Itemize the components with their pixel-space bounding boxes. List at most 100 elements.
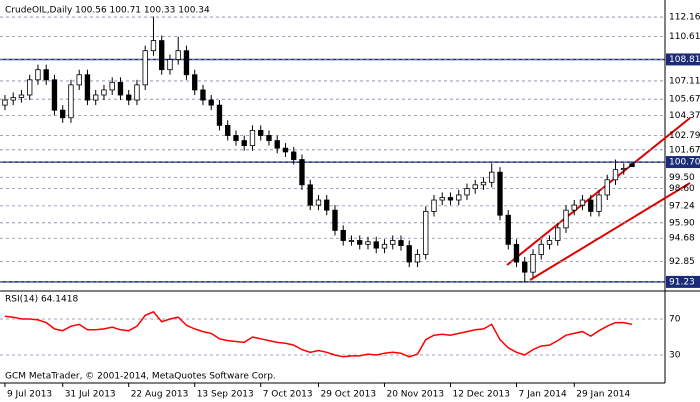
- candle-body: [439, 197, 445, 201]
- candle-body: [282, 147, 289, 153]
- candle-body: [464, 188, 470, 196]
- x-tick-label: 22 Aug 2013: [131, 390, 189, 400]
- candle-body: [216, 104, 223, 126]
- chart-title: CrudeOIL,Daily 100.56 100.71 100.33 100.…: [5, 6, 210, 16]
- candle-body: [258, 130, 264, 136]
- x-tick-label: 29 Jan 2014: [576, 390, 630, 400]
- y-tick-label: 110.61: [669, 32, 700, 42]
- y-tick-label: 101.67: [669, 145, 700, 155]
- candle-body: [456, 194, 462, 201]
- candle-body: [60, 109, 66, 119]
- candle-body: [43, 69, 49, 81]
- candle-body: [150, 40, 157, 52]
- indicator-title: RSI(14) 64.1418: [5, 295, 78, 305]
- y-tick-label: 107.11: [669, 76, 700, 86]
- candle-body: [588, 199, 594, 212]
- candle-body: [208, 99, 214, 106]
- candle-body: [109, 81, 115, 91]
- candle-body: [398, 240, 404, 246]
- y-tick-label: 30: [669, 351, 681, 361]
- y-tick-highlight: [666, 53, 700, 66]
- candle-body: [340, 229, 346, 241]
- candle-body: [381, 243, 388, 249]
- x-tick-label: 7 Jan 2014: [518, 390, 566, 400]
- candle-body: [18, 94, 25, 98]
- candle-body: [332, 209, 338, 231]
- candle-body: [348, 240, 355, 242]
- x-tick-label: 13 Sep 2013: [197, 390, 254, 400]
- candle-body: [406, 245, 412, 263]
- candle-body: [126, 94, 132, 101]
- candle-body: [621, 167, 627, 171]
- candle-body: [505, 214, 511, 245]
- candle-body: [596, 194, 602, 212]
- candle-body: [76, 74, 82, 86]
- candle-body: [489, 171, 495, 183]
- candle-body: [373, 241, 379, 249]
- candle-body: [612, 169, 619, 181]
- y-tick-label: 108.81: [669, 55, 700, 65]
- candle-body: [200, 89, 206, 101]
- channel-line: [529, 182, 691, 281]
- candle-body: [324, 199, 330, 211]
- y-tick-highlight: [666, 156, 700, 169]
- x-tick-label: 20 Nov 2013: [386, 390, 444, 400]
- candle-body: [555, 227, 561, 241]
- candle-body: [299, 159, 305, 186]
- candle-body: [307, 184, 313, 206]
- y-tick-label: 92.85: [669, 257, 695, 267]
- candle-body: [101, 89, 107, 96]
- y-tick-label: 100.70: [669, 158, 700, 168]
- y-tick-label: 70: [669, 315, 681, 325]
- candle-body: [497, 171, 503, 216]
- candle-body: [167, 59, 173, 71]
- candle-body: [249, 130, 256, 147]
- y-tick-label: 91.23: [669, 277, 695, 287]
- candle-body: [175, 50, 181, 60]
- candle-body: [447, 197, 454, 201]
- y-tick-label: 94.68: [669, 234, 695, 244]
- candle-body: [27, 79, 33, 96]
- y-tick-label: 105.67: [669, 95, 700, 105]
- candle-body: [225, 124, 231, 136]
- candle-body: [530, 254, 536, 273]
- candle-body: [10, 97, 16, 101]
- candle-body: [365, 241, 371, 245]
- candle-body: [431, 199, 437, 212]
- candle-body: [51, 79, 58, 111]
- candle-body: [513, 243, 520, 263]
- candle-body: [134, 84, 140, 101]
- candle-body: [579, 199, 586, 206]
- y-tick-label: 99.50: [669, 173, 695, 183]
- x-tick-label: 31 Jul 2013: [65, 390, 116, 400]
- y-tick-label: 102.79: [669, 131, 700, 141]
- candle-body: [117, 81, 124, 96]
- y-tick-label: 112.16: [669, 13, 700, 23]
- candle-body: [522, 261, 528, 273]
- candle-body: [183, 50, 190, 76]
- x-tick-label: 29 Oct 2013: [320, 390, 376, 400]
- y-tick-highlight: [666, 275, 700, 288]
- y-tick-label: 95.90: [669, 218, 695, 228]
- candle-body: [192, 74, 198, 91]
- candle-body: [291, 151, 297, 160]
- candle-body: [357, 240, 363, 245]
- y-tick-label: 104.37: [669, 111, 700, 121]
- x-tick-label: 9 Jul 2013: [7, 390, 52, 400]
- candle-body: [93, 94, 99, 101]
- candle-body: [571, 204, 577, 211]
- candle-body: [266, 135, 272, 141]
- footer: GCM MetaTrader, © 2001-2014, MetaQuotes …: [5, 372, 276, 382]
- candle-body: [414, 254, 421, 263]
- candle-body: [604, 179, 610, 196]
- candle-body: [315, 199, 322, 206]
- candle-body: [423, 211, 429, 255]
- rsi-line: [4, 310, 633, 358]
- x-tick-label: 7 Oct 2013: [263, 390, 313, 400]
- x-tick-label: 12 Dec 2013: [452, 390, 510, 400]
- candle-body: [538, 243, 544, 255]
- y-tick-label: 98.60: [669, 184, 695, 194]
- y-tick-label: 97.24: [669, 201, 695, 211]
